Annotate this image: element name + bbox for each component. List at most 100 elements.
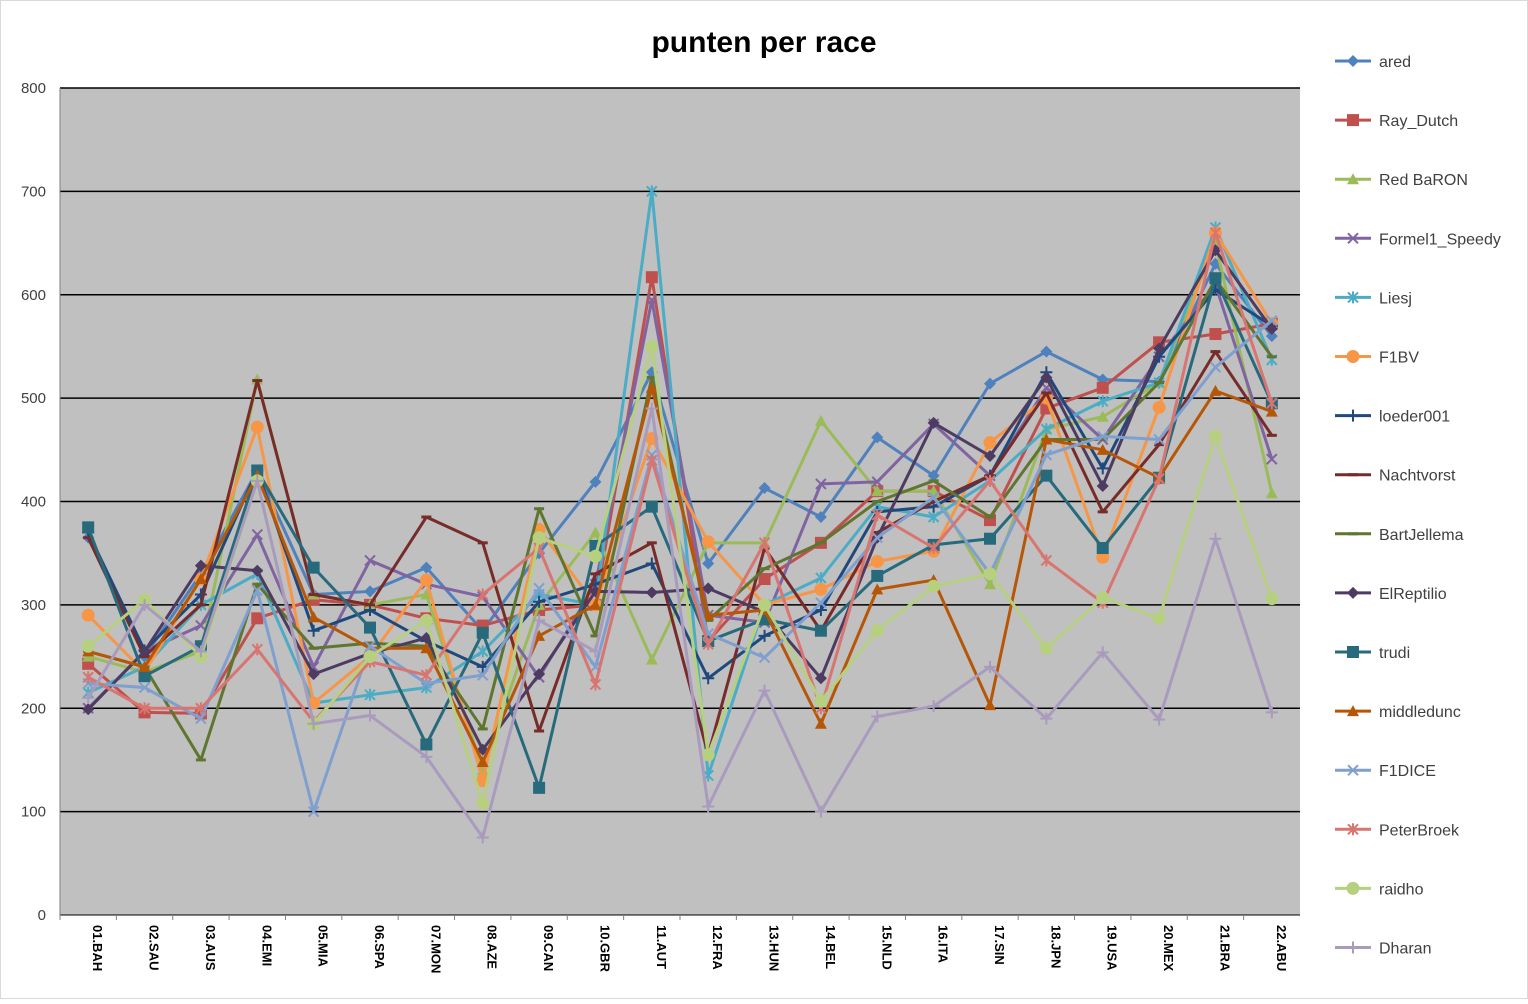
- data-point: [870, 554, 884, 568]
- data-point: [1096, 550, 1110, 564]
- data-point: [82, 671, 94, 684]
- data-point: [1209, 361, 1222, 373]
- y-tick-label: 100: [21, 804, 46, 821]
- data-point: [194, 559, 207, 572]
- legend-label: raidho: [1379, 881, 1424, 898]
- data-point: [927, 491, 940, 504]
- data-point: [1209, 226, 1222, 239]
- legend-item-bartjellema: BartJellema: [1335, 527, 1464, 544]
- data-point: [307, 805, 320, 818]
- legend-label: Formel1_Speedy: [1379, 231, 1501, 248]
- data-point: [588, 549, 602, 563]
- y-tick-label: 200: [21, 700, 46, 717]
- data-point: [645, 500, 658, 513]
- data-point: [307, 624, 320, 637]
- y-tick-label: 0: [38, 907, 46, 924]
- legend-marker: [1347, 823, 1359, 836]
- data-point: [1266, 314, 1278, 327]
- data-point: [1266, 397, 1278, 410]
- data-point: [195, 619, 207, 632]
- data-point: [420, 669, 433, 682]
- series-line-dharan: [86, 406, 1274, 839]
- data-point: [871, 710, 884, 723]
- data-point: [364, 621, 376, 634]
- data-point: [701, 535, 715, 549]
- data-point: [589, 678, 602, 691]
- data-point: [251, 584, 263, 597]
- data-point: [476, 756, 489, 768]
- data-point: [533, 582, 545, 595]
- data-point: [307, 561, 320, 574]
- data-point: [702, 582, 715, 595]
- legend-marker: [1347, 232, 1359, 245]
- data-point: [1265, 706, 1278, 719]
- legend-item-red-baron: Red BaRON: [1335, 172, 1468, 189]
- data-point: [194, 573, 207, 585]
- data-point: [758, 651, 771, 664]
- data-point: [702, 638, 714, 651]
- data-point: [364, 585, 376, 598]
- data-point: [1040, 449, 1053, 461]
- legend-label: Red BaRON: [1379, 172, 1468, 189]
- legend-label: F1DICE: [1379, 763, 1436, 780]
- data-point: [1096, 410, 1109, 422]
- data-point: [1152, 611, 1166, 625]
- data-point: [364, 554, 376, 567]
- legend-marker: [1347, 941, 1359, 954]
- data-point: [307, 668, 320, 681]
- data-point: [1040, 554, 1053, 567]
- legend-label: ared: [1379, 54, 1411, 71]
- data-point: [251, 528, 263, 541]
- x-tick-label: 03.AUS: [203, 925, 218, 971]
- x-tick-label: 07.MON: [428, 925, 443, 973]
- data-point: [251, 564, 264, 577]
- data-point: [927, 579, 941, 593]
- x-tick-label: 13.HUN: [767, 925, 782, 971]
- legend-marker: [1347, 646, 1359, 658]
- x-tick-label: 02.SAU: [147, 925, 162, 971]
- data-point: [1208, 429, 1222, 443]
- data-point: [646, 294, 658, 306]
- data-point: [1209, 384, 1222, 396]
- data-point: [646, 454, 658, 467]
- data-point: [758, 536, 771, 549]
- data-point: [927, 416, 940, 429]
- data-point: [477, 669, 489, 681]
- data-point: [871, 485, 884, 497]
- data-point: [1209, 328, 1222, 341]
- x-tick-label: 06.SPA: [372, 925, 387, 969]
- series-dharan: [82, 402, 1278, 844]
- data-point: [1265, 322, 1278, 335]
- data-point: [758, 684, 771, 697]
- x-tick-label: 08.AZE: [485, 925, 500, 969]
- data-point: [814, 717, 827, 729]
- legend-label: ElReptilio: [1379, 586, 1447, 603]
- legend-item-trudi: trudi: [1335, 645, 1410, 662]
- legend-label: Dharan: [1379, 941, 1431, 958]
- legend-item-dharan: Dharan: [1335, 941, 1431, 958]
- data-point: [983, 436, 997, 450]
- data-point: [984, 532, 996, 545]
- data-point: [1040, 423, 1053, 436]
- data-point: [138, 681, 151, 694]
- y-tick-label: 700: [21, 183, 46, 200]
- data-point: [814, 624, 827, 637]
- data-point: [532, 531, 546, 545]
- data-point: [1097, 430, 1109, 443]
- data-point: [1096, 479, 1109, 492]
- chart-title: punten per race: [651, 26, 876, 59]
- data-point: [702, 557, 715, 570]
- legend-marker: [1347, 114, 1359, 127]
- data-point: [476, 831, 489, 844]
- data-point: [1040, 371, 1053, 384]
- data-point: [871, 476, 883, 488]
- data-point: [533, 614, 546, 627]
- x-tick-label: 17.SIN: [992, 925, 1007, 965]
- legend-marker: [1347, 705, 1359, 717]
- data-point: [1096, 462, 1109, 475]
- series-line-loeder001: [86, 288, 1273, 680]
- y-tick-label: 800: [21, 80, 46, 97]
- data-point: [364, 709, 376, 722]
- data-point: [1265, 487, 1278, 499]
